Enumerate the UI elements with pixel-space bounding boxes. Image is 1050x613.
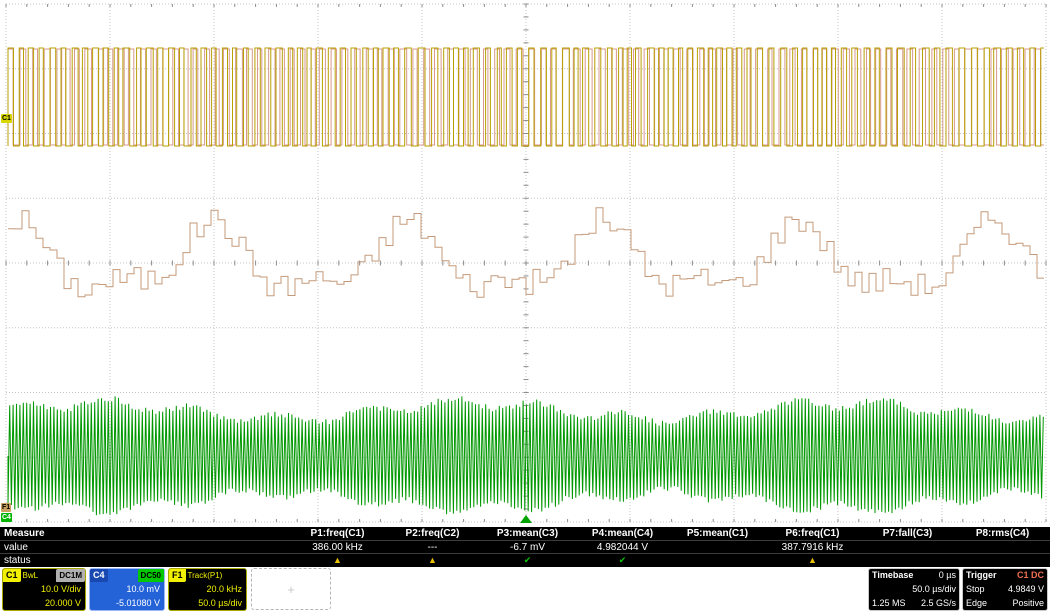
measure-table: Measure P1:freq(C1) P2:freq(C2) P3:mean(… xyxy=(0,527,1050,567)
status-icon-p8 xyxy=(955,552,1050,568)
c1-bandwidth-limit: BwL xyxy=(22,571,39,580)
measure-param-p7[interactable]: P7:fall(C3) xyxy=(882,528,933,539)
trigger-title: Trigger xyxy=(966,570,997,580)
status-icon-p6: ▲ xyxy=(765,552,860,568)
c4-coupling: DC50 xyxy=(137,569,164,582)
f1-horizontal-scale: 50.0 µs/div xyxy=(198,598,242,608)
f1-vertical-scale: 20.0 kHz xyxy=(206,584,242,594)
measure-param-p3[interactable]: P3:mean(C3) xyxy=(496,528,559,539)
status-icon-p7 xyxy=(860,552,955,568)
measure-value-p7 xyxy=(860,539,955,554)
measure-param-p8[interactable]: P8:rms(C4) xyxy=(975,528,1030,539)
add-trace-icon: + xyxy=(287,581,295,597)
c4-descriptor-box[interactable]: C4 DC50 10.0 mV -5.01080 V xyxy=(89,568,165,611)
f1-descriptor-box[interactable]: F1 Track(P1) 20.0 kHz 50.0 µs/div xyxy=(168,568,247,611)
c4-trace xyxy=(7,396,1044,516)
status-icon-p3: ✔ xyxy=(480,552,575,568)
empty-descriptor-slot[interactable]: + xyxy=(251,568,331,610)
measure-param-p6[interactable]: P6:freq(C1) xyxy=(785,528,840,539)
trigger-box[interactable]: Trigger C1 DC Stop 4.9849 V Edge Positiv… xyxy=(962,568,1048,611)
waveform-grid xyxy=(5,3,1047,523)
c1-offset: 20.000 V xyxy=(44,598,81,608)
value-row-label: value xyxy=(0,539,290,554)
c1-coupling: DC1M xyxy=(56,569,85,582)
measure-param-p1[interactable]: P1:freq(C1) xyxy=(310,528,365,539)
timebase-title: Timebase xyxy=(872,570,914,580)
timebase-delay: 0 µs xyxy=(938,570,956,580)
trigger-mode: Stop xyxy=(966,584,985,594)
c4-label: C4 xyxy=(90,569,108,582)
measure-table-title: Measure xyxy=(4,528,45,539)
status-icon-p2: ▲ xyxy=(385,552,480,568)
trigger-source-coupling: C1 DC xyxy=(1016,570,1044,580)
c1-vertical-scale: 10.0 V/div xyxy=(40,584,81,594)
measure-value-p5 xyxy=(670,539,765,554)
measure-value-p4: 4.982044 V xyxy=(575,539,670,554)
measure-param-p4[interactable]: P4:mean(C4) xyxy=(591,528,654,539)
trigger-kind: Edge xyxy=(966,598,988,608)
status-row-label: status xyxy=(0,552,290,568)
c1-trace xyxy=(7,47,1044,147)
measure-value-p3: -6.7 mV xyxy=(480,539,575,554)
f1-trace xyxy=(8,207,1044,298)
timebase-scale: 50.0 µs/div xyxy=(912,584,956,594)
f1-label: F1 xyxy=(169,569,186,582)
f1-function: Track(P1) xyxy=(187,571,223,580)
status-icon-p1: ▲ xyxy=(290,552,385,568)
c1-zero-marker[interactable]: C1 xyxy=(1,114,12,123)
status-icon-p5 xyxy=(670,552,765,568)
trigger-time-marker[interactable] xyxy=(520,515,532,523)
c4-zero-marker[interactable]: C4 xyxy=(1,513,12,522)
timebase-sample-rate: 2.5 GS/s xyxy=(920,598,956,608)
waveform-display[interactable]: C1 F1 C4 xyxy=(0,0,1050,527)
c2-trace xyxy=(7,48,1044,146)
measure-value-p6: 387.7916 kHz xyxy=(765,539,860,554)
c1-descriptor-box[interactable]: C1 BwL DC1M 10.0 V/div 20.000 V xyxy=(2,568,86,611)
timebase-box[interactable]: Timebase 0 µs 50.0 µs/div 1.25 MS 2.5 GS… xyxy=(868,568,960,611)
trigger-level: 4.9849 V xyxy=(1007,584,1044,594)
c4-vertical-scale: 10.0 mV xyxy=(126,584,160,594)
f1-zero-marker[interactable]: F1 xyxy=(1,503,12,512)
c1-label: C1 xyxy=(3,569,21,582)
measure-value-p8 xyxy=(955,539,1050,554)
c4-offset: -5.01080 V xyxy=(115,598,160,608)
trigger-slope: Positive xyxy=(1012,598,1044,608)
measure-param-p2[interactable]: P2:freq(C2) xyxy=(405,528,460,539)
status-icon-p4: ✔ xyxy=(575,552,670,568)
timebase-record-length: 1.25 MS xyxy=(872,598,906,608)
measure-param-p5[interactable]: P5:mean(C1) xyxy=(686,528,749,539)
measure-value-p1: 386.00 kHz xyxy=(290,539,385,554)
measure-value-p2: --- xyxy=(385,539,480,554)
